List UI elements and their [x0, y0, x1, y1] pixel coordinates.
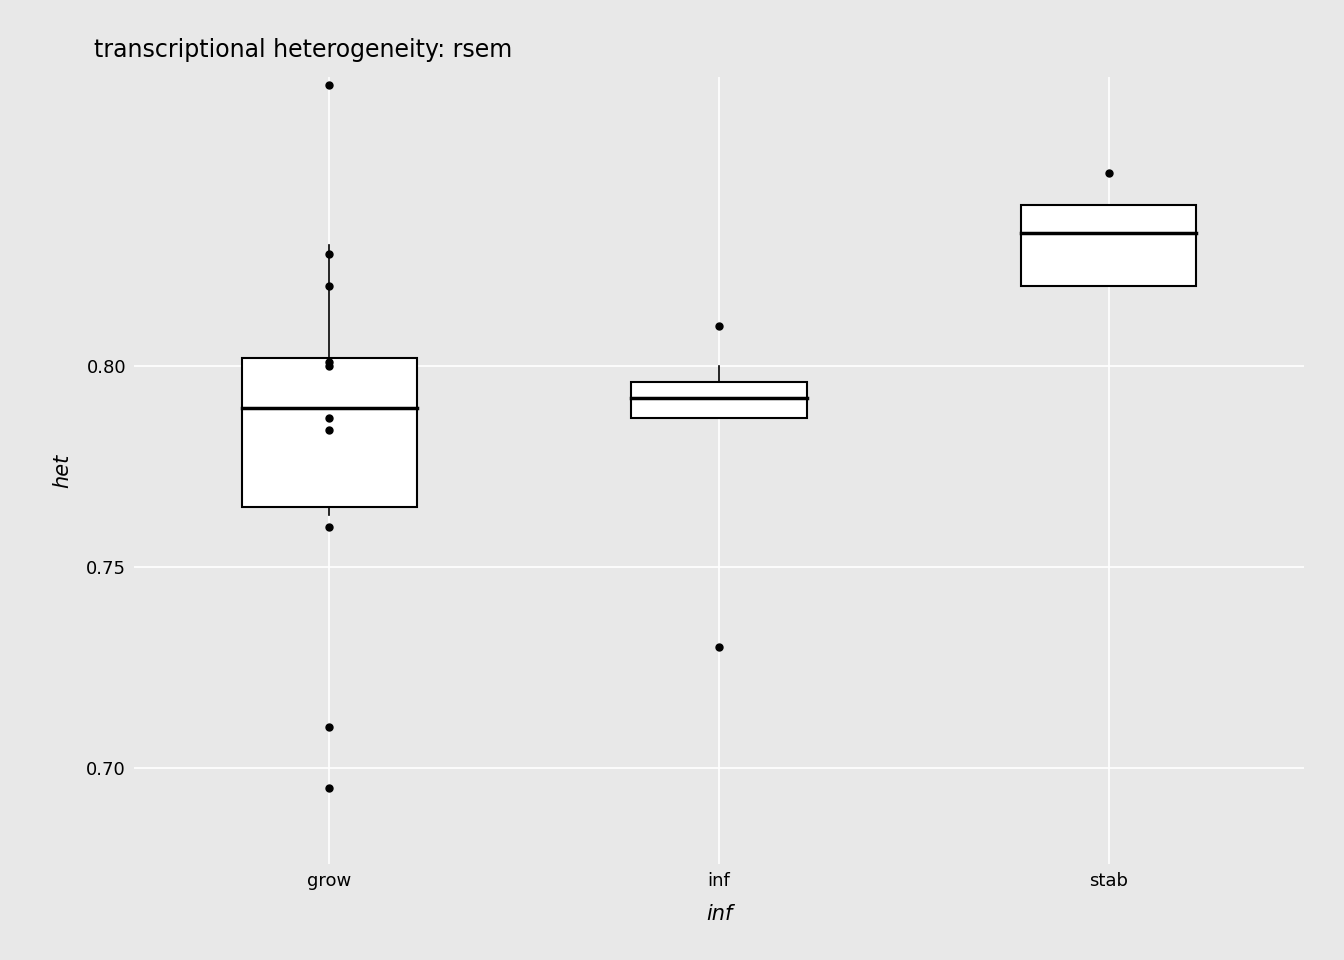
Bar: [242, 358, 417, 507]
Bar: [1021, 205, 1196, 286]
Text: transcriptional heterogeneity: rsem: transcriptional heterogeneity: rsem: [94, 38, 512, 62]
Y-axis label: het: het: [52, 453, 73, 488]
Bar: [632, 382, 806, 419]
X-axis label: inf: inf: [706, 904, 732, 924]
